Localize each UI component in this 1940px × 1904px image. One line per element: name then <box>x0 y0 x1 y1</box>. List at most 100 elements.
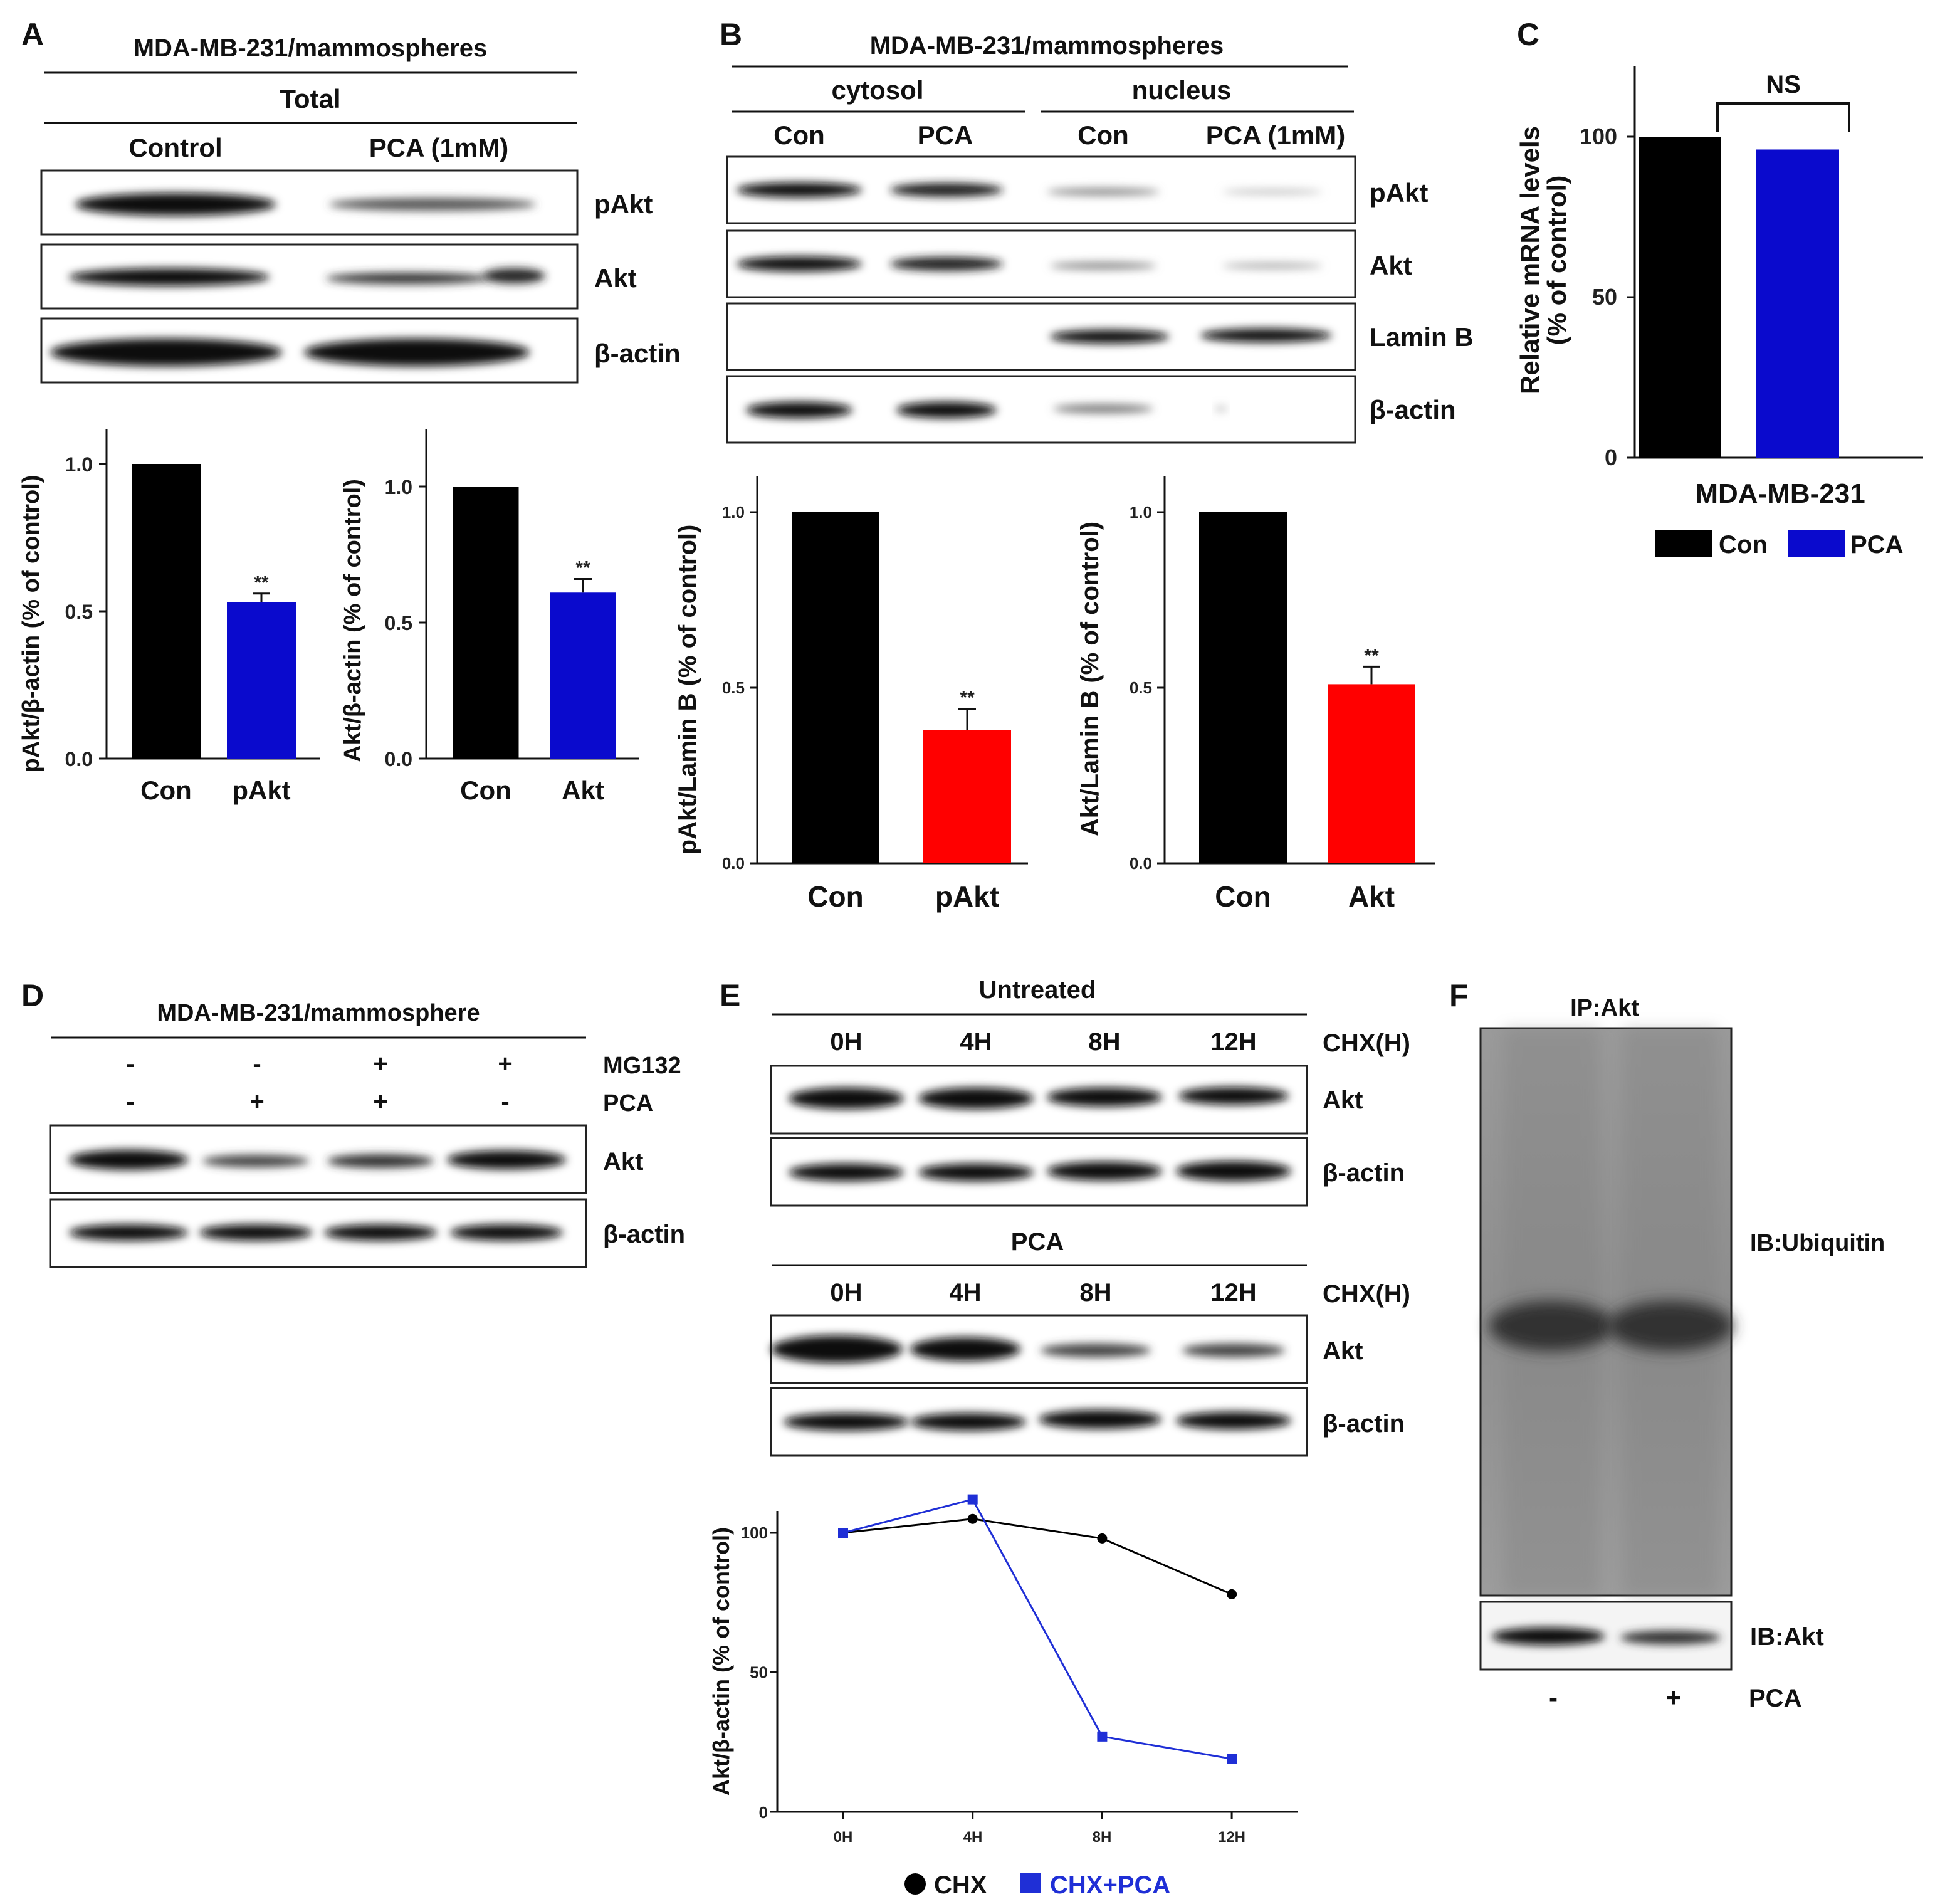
chart-e-axis-ticks <box>770 1532 1233 1819</box>
panel-d-pca-2: + <box>249 1088 264 1115</box>
panel-d-blot-label-bactin: β-actin <box>603 1221 685 1248</box>
panel-a-blot-label-bactin: β-actin <box>594 339 681 368</box>
chart-c-ytick-100: 100 <box>1580 124 1617 149</box>
chart-b1-ylabel: pAkt/Lamin B (% of control) <box>674 525 701 855</box>
panel-f-ib-ubiquitin: IB:Ubiquitin <box>1750 1230 1885 1256</box>
chart-a1-sig: ** <box>254 572 269 593</box>
chart-e-point-chx-pca-12h <box>1227 1754 1237 1764</box>
panel-d-mg132-3: + <box>373 1050 387 1078</box>
chart-a2-ytick-1: 0.5 <box>385 612 412 634</box>
panel-d-title: MDA-MB-231/mammosphere <box>157 1000 480 1026</box>
panel-d-mg132-1: - <box>126 1050 134 1078</box>
panel-a: A MDA-MB-231/mammospheres Total Control … <box>18 17 681 805</box>
chart-e-xtick-0h: 0H <box>834 1829 853 1846</box>
panel-letter-e: E <box>720 978 740 1013</box>
chart-a1-bar-con <box>132 464 201 759</box>
chart-a2: Akt/β-actin (% of control) 0.0 0.5 1.0 *… <box>340 429 639 805</box>
chart-a2-sig: ** <box>575 558 590 579</box>
chart-c-ytick-0: 0 <box>1605 444 1617 470</box>
panel-e: E Untreated 0H 4H 8H 12H CHX(H) Akt β-ac… <box>708 976 1410 1899</box>
chart-b2-bar-akt <box>1328 684 1415 863</box>
chart-c-ylabel-line2: (% of control) <box>1542 176 1571 345</box>
panel-b-blot-label-akt: Akt <box>1370 251 1412 280</box>
chart-a2-ytick-0: 0.0 <box>385 748 412 771</box>
chart-c-xlabel: MDA-MB-231 <box>1695 478 1865 509</box>
panel-e-p-time-4h: 4H <box>949 1279 981 1307</box>
panel-b-lane-con1: Con <box>773 120 825 150</box>
chart-e-legend-chx: CHX <box>934 1871 987 1899</box>
panel-d-row-label-mg132: MG132 <box>603 1053 681 1079</box>
chart-b1-ytick-2: 1.0 <box>722 503 745 522</box>
chart-a1-ylabel: pAkt/β-actin (% of control) <box>18 475 45 773</box>
chart-c-bar-con <box>1639 137 1721 458</box>
chart-b2-xtick-akt: Akt <box>1348 880 1395 913</box>
chart-a2-ytick-2: 1.0 <box>385 476 412 498</box>
chart-b1-bar-con <box>792 512 879 863</box>
chart-e-xtick-12h: 12H <box>1218 1829 1245 1846</box>
chart-a1-bar-pakt <box>227 602 296 759</box>
panel-d: D MDA-MB-231/mammosphere - - + + MG132 -… <box>21 978 685 1268</box>
panel-d-row-label-pca: PCA <box>603 1090 653 1117</box>
panel-b-lane-pca1: PCA <box>918 120 973 150</box>
panel-e-u-blot-label-akt: Akt <box>1323 1086 1363 1114</box>
chart-e-ytick-50: 50 <box>750 1663 768 1682</box>
chart-c-ytick-50: 50 <box>1592 284 1617 310</box>
panel-b-blot-label-bactin: β-actin <box>1370 395 1456 424</box>
chart-a1-ytick-0: 0.0 <box>65 748 93 771</box>
chart-c-legend-con: Con <box>1719 531 1768 559</box>
panel-e-p-chx-label: CHX(H) <box>1323 1280 1410 1308</box>
chart-b2-ytick-0: 0.0 <box>1130 854 1152 873</box>
panel-b-title: MDA-MB-231/mammospheres <box>870 32 1224 60</box>
chart-b1-errorbar <box>958 708 976 730</box>
chart-b1-bar-pakt <box>923 730 1011 863</box>
panel-b-fraction-cytosol: cytosol <box>831 75 923 105</box>
chart-c-significance-bracket <box>1716 102 1850 132</box>
chart-e-point-chx-12h <box>1227 1589 1237 1599</box>
panel-letter-a: A <box>21 17 44 52</box>
chart-a1: pAkt/β-actin (% of control) 0.0 0.5 1.0 … <box>18 429 320 805</box>
chart-e-xtick-4h: 4H <box>963 1829 983 1846</box>
panel-letter-b: B <box>720 17 742 52</box>
chart-e-xtick-8h: 8H <box>1093 1829 1112 1846</box>
chart-b1-sig: ** <box>960 688 975 708</box>
chart-b1-xtick-pakt: pAkt <box>935 880 999 913</box>
chart-b2-xtick-con: Con <box>1215 880 1271 913</box>
panel-d-blot-label-akt: Akt <box>603 1148 643 1176</box>
chart-a1-ytick-1: 0.5 <box>65 601 93 623</box>
chart-e-ytick-0: 0 <box>759 1803 768 1822</box>
chart-e-legend-marker-chx-pca <box>1020 1873 1041 1893</box>
chart-b1-ytick-0: 0.0 <box>722 854 745 873</box>
panel-f-sign-plus: + <box>1666 1683 1682 1712</box>
panel-f-ib-akt: IB:Akt <box>1750 1623 1824 1651</box>
panel-a-title: MDA-MB-231/mammospheres <box>134 34 488 62</box>
panel-e-p-blot-label-bactin: β-actin <box>1323 1410 1405 1438</box>
panel-e-u-chx-label: CHX(H) <box>1323 1029 1410 1057</box>
panel-e-p-time-8h: 8H <box>1079 1279 1111 1307</box>
panel-e-group-untreated: Untreated <box>979 976 1096 1004</box>
chart-b2-ytick-1: 0.5 <box>1130 678 1152 697</box>
chart-e-line-series-chx <box>842 1518 1232 1596</box>
chart-b1-ytick-1: 0.5 <box>722 678 745 697</box>
chart-e-ytick-100: 100 <box>741 1523 768 1542</box>
chart-c-legend-swatch-pca <box>1788 530 1845 557</box>
panel-b-fraction-nucleus: nucleus <box>1132 75 1232 105</box>
chart-c-sig: NS <box>1766 71 1801 98</box>
panel-letter-d: D <box>21 978 44 1013</box>
panel-d-pca-4: - <box>501 1088 509 1115</box>
chart-a2-errorbar <box>574 578 592 593</box>
panel-a-lane-control: Control <box>128 133 222 162</box>
panel-letter-c: C <box>1517 17 1539 52</box>
chart-e-line: Akt/β-actin (% of control) 0 50 100 0H 4… <box>708 1494 1298 1899</box>
panel-e-u-time-4h: 4H <box>960 1028 992 1056</box>
chart-b1: pAkt/Lamin B (% of control) 0.0 0.5 1.0 … <box>674 476 1028 913</box>
chart-a2-xtick-akt: Akt <box>562 776 604 805</box>
panel-a-lane-pca: PCA (1mM) <box>369 133 508 162</box>
chart-b2-sig: ** <box>1364 645 1379 666</box>
chart-a2-xtick-con: Con <box>460 776 511 805</box>
chart-e-ylabel: Akt/β-actin (% of control) <box>708 1527 734 1796</box>
chart-c-legend-pca: PCA <box>1850 531 1903 559</box>
chart-e-legend-chx-pca: CHX+PCA <box>1050 1871 1170 1899</box>
panel-c: C Relative mRNA levels (% of control) 0 … <box>1515 17 1923 559</box>
panel-d-pca-1: - <box>126 1088 134 1115</box>
